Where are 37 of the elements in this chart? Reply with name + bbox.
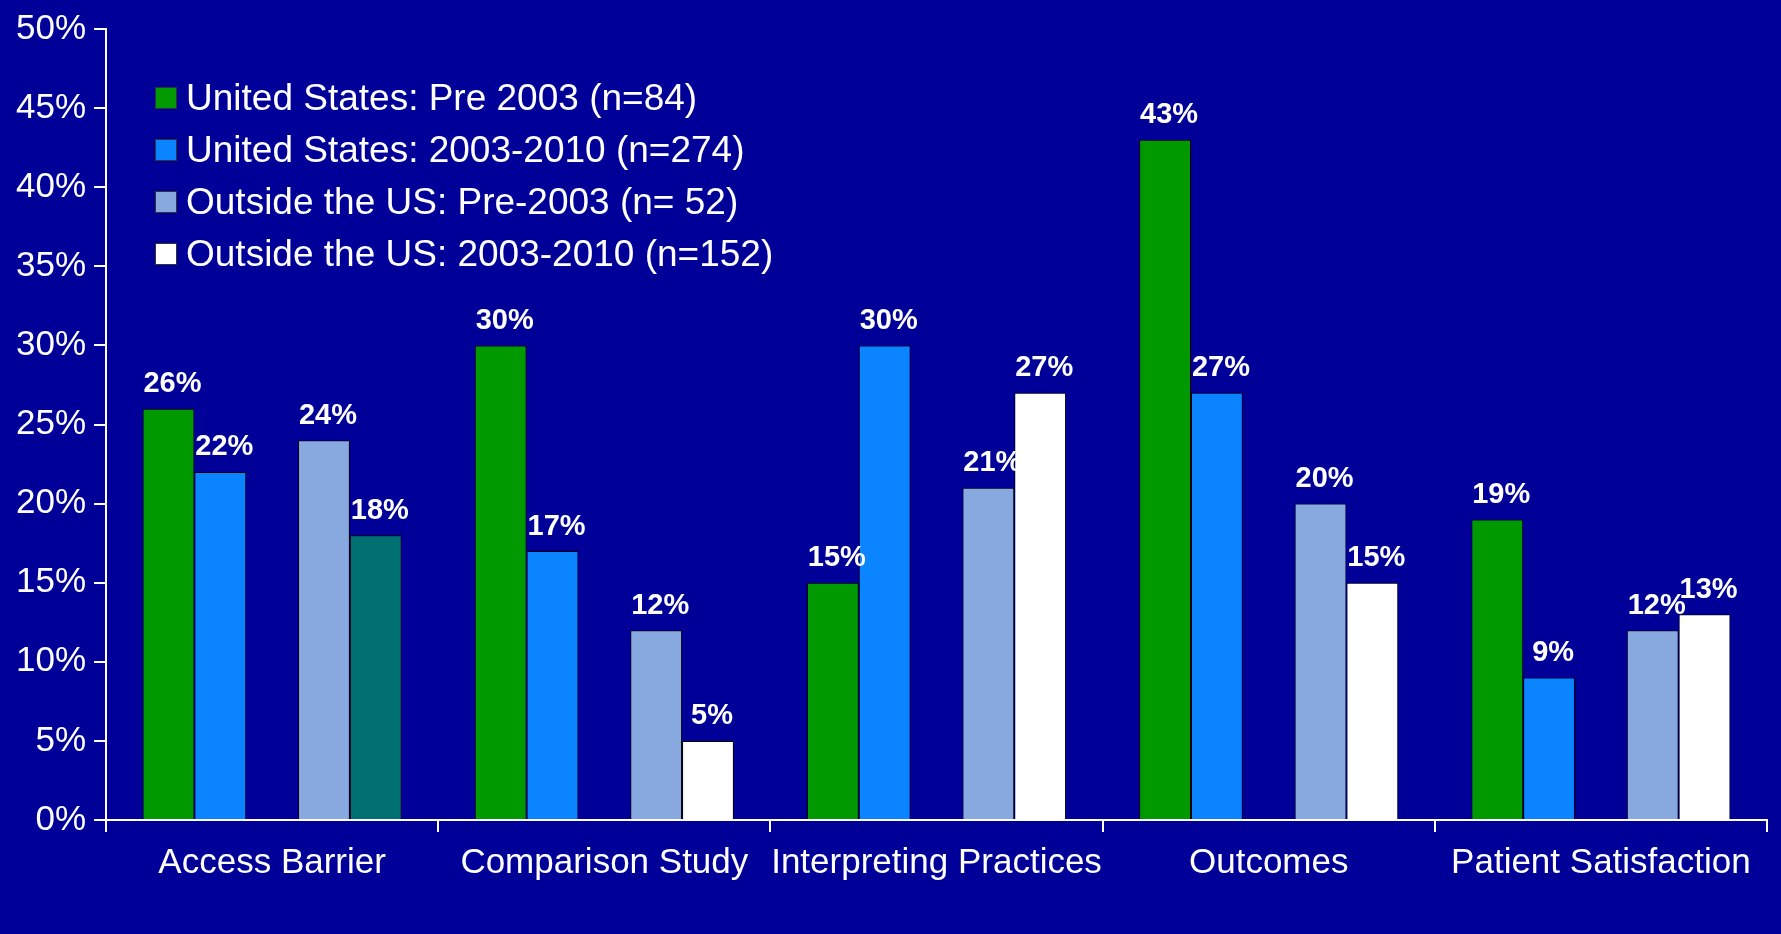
- data-label: 27%: [1015, 350, 1074, 383]
- y-tick-label: 15%: [15, 560, 87, 600]
- data-label: 18%: [350, 492, 410, 525]
- data-label: 24%: [298, 397, 358, 430]
- data-label: 22%: [195, 429, 254, 462]
- y-tick-label: 25%: [15, 402, 87, 442]
- data-label: 9%: [1532, 635, 1575, 668]
- y-tick-label: 10%: [15, 639, 87, 679]
- legend-label: United States: Pre 2003 (n=84): [186, 76, 698, 120]
- data-label: 15%: [807, 540, 867, 573]
- y-tick-label: 50%: [15, 6, 87, 46]
- data-label: 19%: [1472, 476, 1531, 509]
- legend-label: Outside the US: 2003-2010 (n=152): [186, 232, 774, 276]
- data-label: 17%: [527, 508, 586, 541]
- y-tick-label: 30%: [15, 323, 87, 363]
- data-label: 30%: [859, 302, 918, 335]
- legend-label: Outside the US: Pre-2003 (n= 52): [186, 180, 739, 224]
- data-label: 26%: [143, 366, 202, 399]
- data-label: 20%: [1295, 461, 1354, 494]
- x-tick-label: Patient Satisfaction: [1451, 840, 1751, 880]
- y-tick-label: 40%: [15, 164, 87, 204]
- x-tick-label: Outcomes: [1188, 840, 1349, 880]
- data-label: 43%: [1140, 97, 1199, 130]
- data-label: 30%: [475, 302, 534, 335]
- y-tick-label: 5%: [35, 718, 87, 758]
- data-label: 5%: [691, 698, 734, 731]
- y-tick-label: 0%: [35, 797, 87, 837]
- data-label: 27%: [1191, 350, 1251, 383]
- x-tick-label: Access Barrier: [158, 840, 387, 880]
- x-tick-label: Comparison Study: [460, 840, 749, 880]
- y-tick-label: 20%: [15, 481, 87, 521]
- y-tick-label: 35%: [15, 243, 87, 283]
- legend-label: United States: 2003-2010 (n=274): [186, 128, 745, 172]
- data-label: 15%: [1347, 540, 1406, 573]
- data-label: 12%: [631, 587, 690, 620]
- x-tick-label: Interpreting Practices: [771, 840, 1102, 880]
- y-tick-label: 45%: [15, 85, 87, 125]
